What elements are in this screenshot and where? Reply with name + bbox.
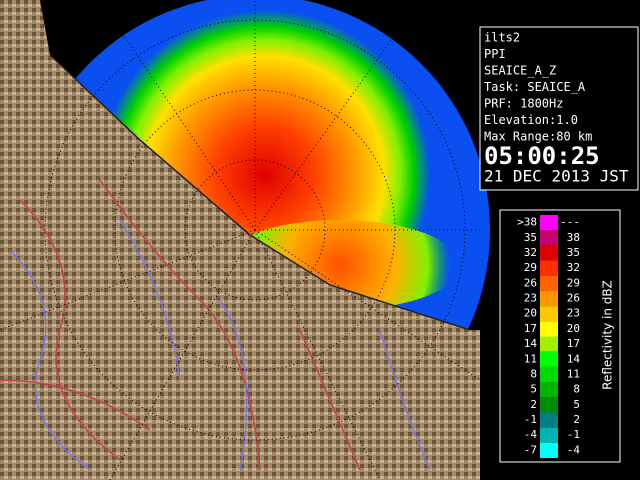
legend-low: 8 bbox=[530, 367, 537, 380]
info-line: Task: SEAICE_A bbox=[484, 80, 586, 94]
legend-swatch bbox=[540, 215, 558, 231]
legend-swatch bbox=[540, 336, 558, 352]
legend-low: 32 bbox=[524, 246, 537, 259]
info-line: ilts2 bbox=[484, 31, 520, 45]
legend-swatch bbox=[540, 427, 558, 443]
legend-high: 11 bbox=[567, 367, 580, 380]
legend-high: 17 bbox=[567, 337, 580, 350]
info-line: PRF: 1800Hz bbox=[484, 97, 563, 111]
legend-swatch bbox=[540, 260, 558, 276]
legend-panel bbox=[499, 209, 621, 463]
legend-high: 26 bbox=[567, 292, 580, 305]
legend-swatch bbox=[540, 290, 558, 307]
date: 21 DEC 2013 JST bbox=[484, 167, 629, 186]
legend-swatch bbox=[540, 275, 558, 291]
boundaries bbox=[0, 179, 361, 471]
legend-high: 5 bbox=[573, 398, 580, 411]
legend-swatch bbox=[540, 245, 558, 261]
legend-swatch bbox=[540, 442, 558, 458]
legend-high: 35 bbox=[567, 246, 580, 259]
legend-low: -1 bbox=[524, 413, 537, 426]
legend-low: 5 bbox=[530, 383, 537, 396]
legend-swatch bbox=[540, 382, 558, 398]
coastline bbox=[49, 54, 471, 331]
legend-swatch bbox=[540, 306, 558, 322]
legend-low: 26 bbox=[524, 276, 537, 289]
legend-low: 23 bbox=[524, 292, 537, 305]
legend-swatch bbox=[540, 366, 558, 383]
legend-low: 11 bbox=[524, 352, 537, 365]
legend-low: 17 bbox=[524, 322, 537, 335]
legend-high: 2 bbox=[573, 413, 580, 426]
legend-low: 14 bbox=[524, 337, 538, 350]
legend-low: 2 bbox=[530, 398, 537, 411]
legend-high: --- bbox=[560, 216, 580, 229]
legend-low: 35 bbox=[524, 231, 537, 244]
terrain bbox=[0, 0, 480, 480]
legend-high: 23 bbox=[567, 307, 580, 320]
legend-low: 20 bbox=[524, 307, 537, 320]
legend-swatch bbox=[540, 321, 558, 337]
legend-high: 14 bbox=[567, 352, 581, 365]
legend-high: 20 bbox=[567, 322, 580, 335]
rivers bbox=[9, 219, 431, 471]
legend-high: 32 bbox=[567, 261, 580, 274]
legend-high: 38 bbox=[567, 231, 580, 244]
legend-high: -4 bbox=[567, 443, 581, 456]
legend-swatch bbox=[540, 412, 558, 428]
legend-title: Reflectivity in dBZ bbox=[601, 280, 615, 390]
info-line: SEAICE_A_Z bbox=[484, 64, 556, 78]
legend-high: -1 bbox=[567, 428, 580, 441]
range-rings bbox=[0, 0, 480, 480]
time: 05:00:25 bbox=[484, 142, 600, 170]
legend-swatch bbox=[540, 351, 558, 367]
legend-high: 29 bbox=[567, 276, 580, 289]
legend-high: 8 bbox=[573, 383, 580, 396]
info-line: Elevation:1.0 bbox=[484, 113, 578, 127]
legend-low: 29 bbox=[524, 261, 537, 274]
info-line: PPI bbox=[484, 47, 506, 61]
legend-low: -4 bbox=[524, 428, 538, 441]
info-panel bbox=[479, 26, 639, 191]
legend-swatch bbox=[540, 230, 558, 246]
legend-swatch bbox=[540, 397, 558, 413]
legend-low: >38 bbox=[517, 216, 537, 229]
info-line: Max Range:80 km bbox=[484, 130, 592, 144]
legend-low: -7 bbox=[524, 443, 537, 456]
